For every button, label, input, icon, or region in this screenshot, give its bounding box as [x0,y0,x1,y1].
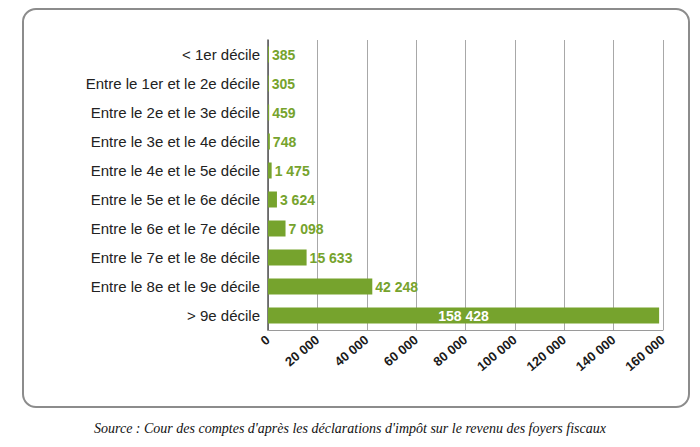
svg-text:80 000: 80 000 [430,332,470,369]
svg-text:305: 305 [272,76,296,92]
svg-text:385: 385 [272,47,296,63]
svg-text:20 000: 20 000 [282,332,322,369]
svg-text:7 098: 7 098 [289,221,324,237]
svg-text:< 1er décile: < 1er décile [182,46,260,63]
svg-text:Entre le 5e et le 6e décile: Entre le 5e et le 6e décile [91,191,260,208]
svg-text:3 624: 3 624 [280,192,315,208]
svg-text:100 000: 100 000 [474,332,520,374]
svg-text:Entre le 2e et le 3e décile: Entre le 2e et le 3e décile [91,104,260,121]
svg-text:15 633: 15 633 [310,250,353,266]
svg-text:40 000: 40 000 [331,332,371,369]
svg-text:> 9e décile: > 9e décile [187,307,260,324]
svg-text:42 248: 42 248 [375,279,418,295]
svg-text:0: 0 [258,332,273,348]
svg-text:Entre le 1er et le 2e décile: Entre le 1er et le 2e décile [86,75,260,92]
html-text:Source : Cour des comptes d'ap: Source : Cour des comptes d'après les dé… [94,421,606,436]
svg-text:160 000: 160 000 [622,332,668,374]
svg-text:Entre le 3e et le 4e décile: Entre le 3e et le 4e décile [91,133,260,150]
svg-text:158 428: 158 428 [438,308,489,324]
svg-text:Entre le 7e et le 8e décile: Entre le 7e et le 8e décile [91,249,260,266]
svg-text:120 000: 120 000 [523,332,569,374]
svg-text:1 475: 1 475 [275,163,310,179]
svg-text:60 000: 60 000 [381,332,421,369]
svg-text:140 000: 140 000 [573,332,619,374]
svg-text:459: 459 [272,105,296,121]
svg-text:Entre le 6e et le 7e décile: Entre le 6e et le 7e décile [91,220,260,237]
svg-text:Entre le 8e et le 9e décile: Entre le 8e et le 9e décile [91,278,260,295]
svg-text:Entre le 4e et le 5e décile: Entre le 4e et le 5e décile [91,162,260,179]
svg-text:748: 748 [273,134,297,150]
